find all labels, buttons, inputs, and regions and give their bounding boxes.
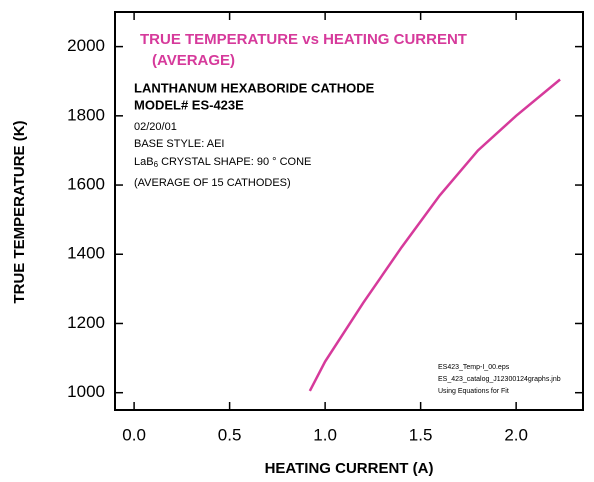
note-part: LaB [134, 156, 154, 168]
note-sub: 6 [154, 160, 159, 169]
x-tick-label: 1.5 [409, 425, 433, 444]
footnote: ES423_Temp-I_00.eps [438, 364, 510, 371]
annotation: LANTHANUM HEXABORIDE CATHODE [134, 80, 375, 95]
y-axis-label: TRUE TEMPERATURE (K) [11, 120, 28, 303]
note: LaB6 CRYSTAL SHAPE: 90 ° CONE [134, 156, 311, 169]
y-tick-label: 1800 [67, 105, 105, 124]
y-tick-label: 1400 [67, 244, 105, 263]
note: 02/20/01 [134, 121, 177, 133]
note: (AVERAGE OF 15 CATHODES) [134, 177, 291, 189]
y-tick-label: 2000 [67, 36, 105, 55]
annotation: MODEL# ES-423E [134, 97, 244, 112]
chart-title: TRUE TEMPERATURE vs HEATING CURRENT [140, 31, 467, 48]
y-tick-label: 1600 [67, 175, 105, 194]
footnote: Using Equations for Fit [438, 388, 509, 395]
x-tick-label: 1.0 [313, 425, 337, 444]
note-part: CRYSTAL SHAPE: 90 ° CONE [158, 156, 311, 168]
x-tick-label: 2.0 [504, 425, 528, 444]
data-line [308, 78, 561, 392]
chart-title: (AVERAGE) [152, 52, 235, 69]
x-axis-label: HEATING CURRENT (A) [265, 460, 434, 477]
plot-frame [114, 11, 584, 411]
x-tick-label: 0.5 [218, 425, 242, 444]
y-tick-label: 1200 [67, 313, 105, 332]
note: BASE STYLE: AEI [134, 138, 225, 150]
x-tick-label: 0.0 [122, 425, 146, 444]
footnote: ES_423_catalog_J12300124graphs.jnb [438, 376, 561, 383]
y-tick-label: 1000 [67, 382, 105, 401]
